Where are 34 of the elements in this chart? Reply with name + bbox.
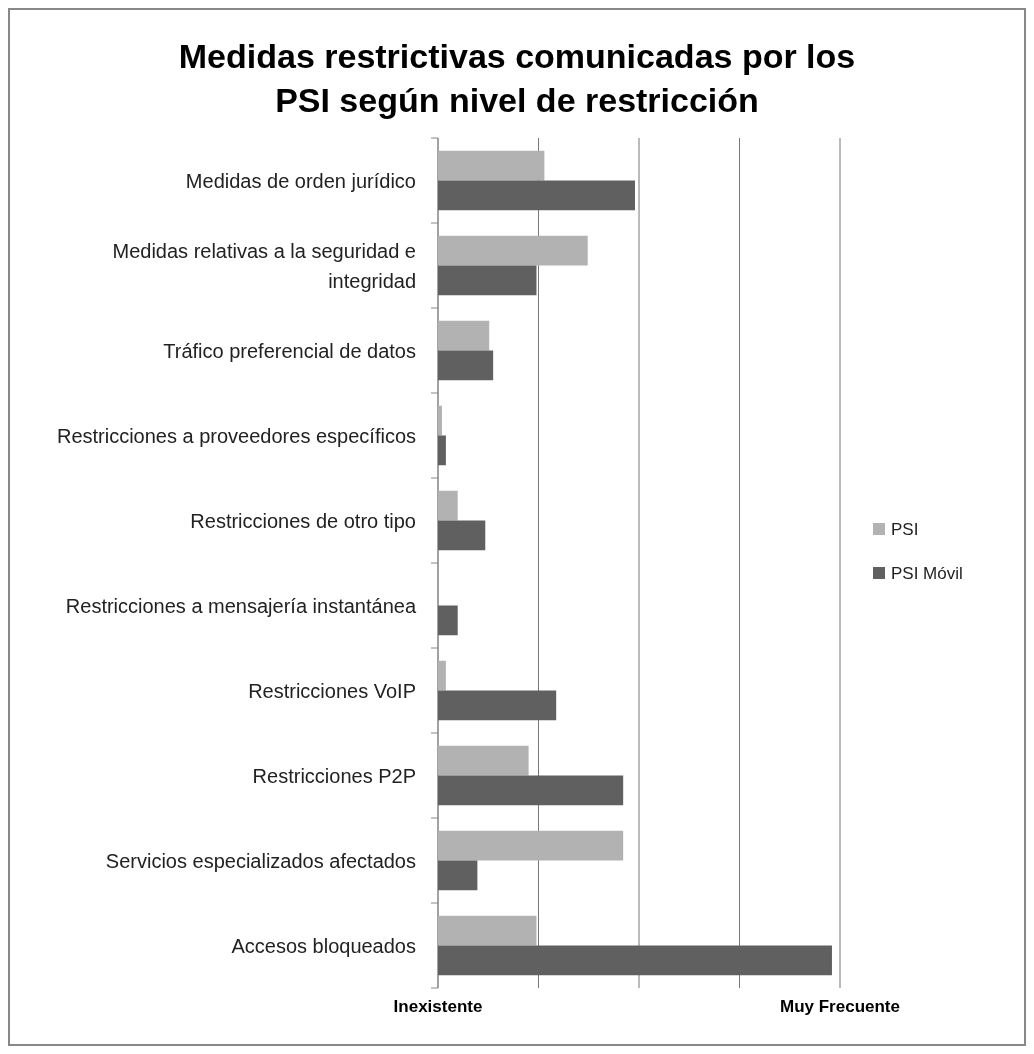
y-tick-label: Servicios especializados afectados <box>105 849 416 872</box>
y-tick-label: Restricciones VoIP <box>248 679 416 702</box>
bar <box>438 405 442 436</box>
bar <box>438 150 545 181</box>
legend-label: PSI Móvil <box>891 564 963 583</box>
text: Inexistente <box>393 997 483 1016</box>
bar <box>438 265 537 296</box>
bar <box>438 490 458 521</box>
bar <box>438 915 537 946</box>
text: Muy Frecuente <box>780 997 900 1016</box>
bar <box>438 945 832 976</box>
legend-label: PSI <box>891 520 919 539</box>
y-tick-label: Restricciones P2P <box>252 764 416 787</box>
y-tick-label: Accesos bloqueados <box>231 934 416 957</box>
y-tick-label: Medidas relativas a la seguridad e integridad <box>112 239 416 292</box>
bar <box>438 605 458 636</box>
bar <box>438 830 624 861</box>
bar <box>438 435 446 466</box>
bar <box>438 180 635 211</box>
bar <box>438 660 446 691</box>
y-tick-label: Restricciones a mensajería instantánea <box>65 594 417 617</box>
y-tick-label: Medidas de orden jurídico <box>185 169 416 192</box>
bar <box>438 745 529 776</box>
bar <box>438 235 588 266</box>
bar <box>438 860 478 891</box>
y-tick-label: Restricciones de otro tipo <box>190 509 416 532</box>
bar <box>438 520 486 551</box>
chart-title: Medidas restrictivas comunicadas por los PSI según nivel de restricción <box>178 37 856 119</box>
bar <box>438 690 557 721</box>
y-tick-label: Restricciones a proveedores específicos <box>56 424 416 447</box>
bar <box>438 350 494 381</box>
bar <box>438 775 624 806</box>
bar <box>438 320 490 351</box>
y-tick-label: Tráfico preferencial de datos <box>163 339 416 362</box>
